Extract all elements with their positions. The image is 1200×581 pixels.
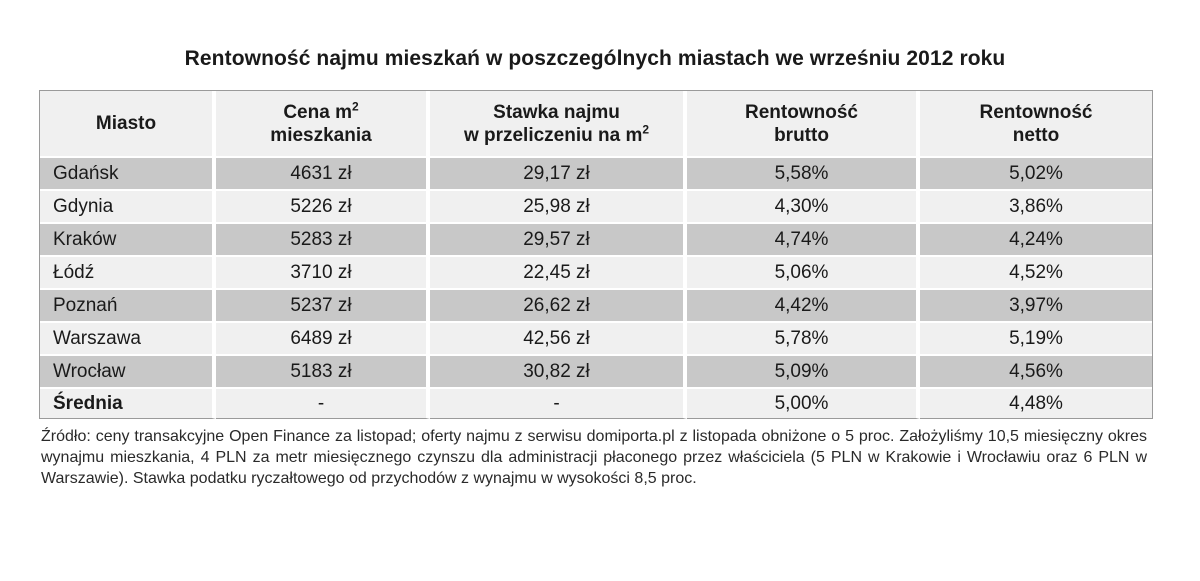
cell-net: 4,48% — [920, 389, 1152, 419]
header-price-line1: Cena m2 — [283, 99, 359, 123]
cell-rent: 22,45 zł — [430, 257, 687, 290]
cell-gross: 5,78% — [687, 323, 920, 356]
header-gross-line1: Rentowność — [745, 101, 858, 123]
cell-gross: 5,58% — [687, 158, 920, 191]
header-rent-line1: Stawka najmu — [493, 101, 620, 123]
cell-gross: 5,00% — [687, 389, 920, 419]
header-net-line2: netto — [1012, 124, 1060, 146]
rent-yield-table: Miasto Cena m2 mieszkania Stawka najmu w… — [39, 90, 1153, 419]
table-title: Rentowność najmu mieszkań w poszczególny… — [184, 47, 1006, 70]
header-net: Rentowność netto — [920, 91, 1152, 158]
header-rent: Stawka najmu w przeliczeniu na m2 — [430, 91, 687, 158]
cell-price: 6489 zł — [216, 323, 430, 356]
cell-price: 4631 zł — [216, 158, 430, 191]
table-header-row: Miasto Cena m2 mieszkania Stawka najmu w… — [40, 91, 1152, 158]
table-row: Poznań 5237 zł 26,62 zł 4,42% 3,97% — [40, 290, 1152, 323]
cell-net: 4,24% — [920, 224, 1152, 257]
cell-city: Gdynia — [40, 191, 216, 224]
cell-net: 5,02% — [920, 158, 1152, 191]
table-row-average: Średnia - - 5,00% 4,48% — [40, 389, 1152, 419]
cell-city: Kraków — [40, 224, 216, 257]
table-row: Gdynia 5226 zł 25,98 zł 4,30% 3,86% — [40, 191, 1152, 224]
header-gross: Rentowność brutto — [687, 91, 920, 158]
cell-city: Gdańsk — [40, 158, 216, 191]
table-row: Łódź 3710 zł 22,45 zł 5,06% 4,52% — [40, 257, 1152, 290]
cell-price: 3710 zł — [216, 257, 430, 290]
cell-city: Warszawa — [40, 323, 216, 356]
cell-price: - — [216, 389, 430, 419]
cell-net: 4,56% — [920, 356, 1152, 389]
cell-gross: 5,09% — [687, 356, 920, 389]
cell-gross: 5,06% — [687, 257, 920, 290]
cell-gross: 4,74% — [687, 224, 920, 257]
header-net-line1: Rentowność — [979, 101, 1093, 123]
cell-rent: 25,98 zł — [430, 191, 687, 224]
cell-net: 3,86% — [920, 191, 1152, 224]
header-price: Cena m2 mieszkania — [216, 91, 430, 158]
header-gross-line2: brutto — [774, 124, 829, 146]
table-row: Kraków 5283 zł 29,57 zł 4,74% 4,24% — [40, 224, 1152, 257]
cell-net: 5,19% — [920, 323, 1152, 356]
cell-price: 5183 zł — [216, 356, 430, 389]
header-price-line2: mieszkania — [270, 124, 372, 146]
source-footnote: Źródło: ceny transakcyjne Open Finance z… — [41, 428, 1147, 487]
cell-city: Łódź — [40, 257, 216, 290]
cell-net: 4,52% — [920, 257, 1152, 290]
cell-rent: 26,62 zł — [430, 290, 687, 323]
header-rent-line2: w przeliczeniu na m2 — [463, 122, 650, 146]
cell-rent: 30,82 zł — [430, 356, 687, 389]
cell-price: 5226 zł — [216, 191, 430, 224]
cell-rent: 29,17 zł — [430, 158, 687, 191]
cell-city: Średnia — [40, 389, 216, 419]
cell-rent: 42,56 zł — [430, 323, 687, 356]
cell-city: Poznań — [40, 290, 216, 323]
cell-city: Wrocław — [40, 356, 216, 389]
table-row: Gdańsk 4631 zł 29,17 zł 5,58% 5,02% — [40, 158, 1152, 191]
cell-price: 5283 zł — [216, 224, 430, 257]
table-row: Warszawa 6489 zł 42,56 zł 5,78% 5,19% — [40, 323, 1152, 356]
cell-gross: 4,30% — [687, 191, 920, 224]
cell-net: 3,97% — [920, 290, 1152, 323]
header-city: Miasto — [40, 91, 216, 158]
table-row: Wrocław 5183 zł 30,82 zł 5,09% 4,56% — [40, 356, 1152, 389]
cell-rent: - — [430, 389, 687, 419]
header-city-label: Miasto — [95, 113, 157, 134]
cell-gross: 4,42% — [687, 290, 920, 323]
cell-price: 5237 zł — [216, 290, 430, 323]
cell-rent: 29,57 zł — [430, 224, 687, 257]
